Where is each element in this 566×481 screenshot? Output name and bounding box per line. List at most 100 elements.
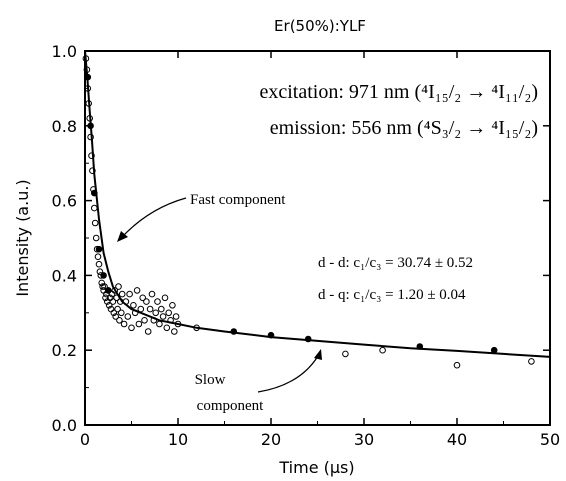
y-tick-label: 0.2 — [52, 341, 77, 360]
data-point-open — [105, 302, 113, 309]
data-point-open — [101, 283, 108, 290]
y-axis-ticks: 0.0 0.2 0.4 0.6 0.8 1.0 — [52, 42, 550, 435]
data-point-open — [112, 313, 119, 320]
data-point-filled — [267, 331, 275, 339]
data-point-filled — [95, 245, 103, 253]
data-point-open — [109, 298, 117, 305]
data-point-open — [141, 317, 148, 324]
data-point-filled — [91, 189, 98, 197]
y-tick-label: 0.4 — [52, 266, 77, 285]
data-point-open — [120, 320, 128, 328]
x-tick-label: 20 — [261, 430, 281, 449]
data-point-open — [115, 283, 122, 290]
data-point-open — [116, 317, 123, 324]
fast-component-arrow — [122, 197, 187, 237]
data-point-open — [110, 309, 118, 317]
data-point-filled — [304, 335, 312, 343]
data-point-open — [128, 324, 135, 332]
fast-component-arrowhead — [117, 231, 128, 242]
data-point-open — [130, 302, 137, 309]
excitation-annotation: excitation: 971 nm (⁴I₁₅/₂ → ⁴I₁₁/₂) — [259, 81, 538, 103]
data-point-open — [95, 260, 103, 268]
data-point-open — [172, 313, 180, 320]
data-point-open — [139, 294, 146, 302]
data-point-open — [342, 350, 349, 358]
filled-circle-points — [84, 73, 498, 354]
data-point-open — [154, 298, 161, 305]
fit-curve-layer — [84, 50, 551, 358]
data-point-open — [91, 219, 99, 227]
data-point-open — [453, 361, 461, 369]
y-tick-label: 0.0 — [52, 416, 77, 435]
data-point-filled — [490, 346, 498, 354]
data-point-open — [143, 298, 150, 305]
data-point-filled — [230, 328, 238, 335]
data-point-open — [131, 309, 139, 317]
data-point-open — [165, 309, 172, 317]
x-tick-label: 10 — [168, 430, 188, 449]
data-point-open — [83, 66, 91, 73]
data-point-open — [150, 317, 158, 324]
data-point-open — [96, 268, 104, 276]
data-point-open — [82, 55, 90, 62]
y-tick-label: 0.8 — [52, 117, 77, 136]
fast-component-label: Fast component — [190, 192, 286, 208]
data-point-open — [111, 287, 119, 294]
data-point-open — [146, 305, 154, 313]
data-point-open — [135, 320, 143, 328]
data-point-open — [158, 305, 165, 313]
fit-dq-label: d - q: c₁/c₃ = 1.20 ± 0.04 — [318, 287, 466, 303]
data-point-open — [163, 324, 171, 332]
data-point-open — [379, 346, 386, 354]
slow-component-label-line1: Slow — [195, 372, 226, 388]
emission-annotation: emission: 556 nm (⁴S₃/₂ → ⁴I₁₅/₂) — [270, 117, 538, 139]
data-point-open — [94, 253, 102, 261]
plot-frame — [84, 50, 551, 426]
x-tick-label: 40 — [447, 430, 467, 449]
x-axis-ticks: 0 10 20 30 40 50 — [80, 51, 560, 449]
data-point-open — [167, 317, 174, 324]
data-point-open — [126, 290, 133, 298]
y-axis-title: Intensity (a.u.) — [13, 179, 32, 296]
data-point-open — [169, 302, 176, 309]
data-point-open — [84, 85, 92, 92]
data-point-open — [89, 167, 96, 174]
data-point-open — [144, 328, 152, 335]
data-point-open — [193, 324, 200, 332]
data-point-open — [86, 115, 93, 122]
fit-curve — [84, 50, 551, 358]
y-tick-label: 1.0 — [52, 42, 77, 61]
data-point-open — [88, 152, 95, 159]
data-point-open — [152, 309, 159, 317]
data-point-open — [92, 234, 100, 242]
data-point-filled — [100, 272, 107, 279]
data-point-open — [174, 320, 182, 328]
data-point-open — [122, 298, 130, 305]
slow-component-arrowhead — [314, 349, 322, 360]
fit-dd-label: d - d: c₁/c₃ = 30.74 ± 0.52 — [318, 255, 473, 271]
data-point-filled — [87, 122, 94, 130]
data-point-open — [124, 313, 132, 320]
data-point-open — [159, 313, 167, 320]
data-point-open — [91, 204, 98, 212]
data-point-open — [137, 305, 145, 313]
data-point-open — [528, 358, 535, 365]
data-point-open — [118, 290, 126, 298]
data-point-open — [171, 328, 178, 335]
open-circle-points — [82, 55, 535, 369]
data-point-open — [85, 100, 92, 107]
data-point-open — [87, 133, 94, 141]
data-point-filled — [105, 287, 112, 294]
chart-title: Er(50%):YLF — [274, 17, 366, 35]
slow-component-arrow — [257, 355, 319, 393]
data-point-filled — [84, 73, 92, 81]
data-point-open — [113, 294, 120, 302]
data-point-open — [102, 294, 109, 302]
data-point-open — [148, 290, 156, 298]
x-tick-label: 30 — [354, 430, 374, 449]
data-point-open — [99, 283, 106, 290]
slow-component-label-line2: component — [197, 398, 264, 414]
data-point-open — [118, 309, 125, 317]
data-point-open — [133, 287, 141, 294]
x-axis-title: Time (μs) — [278, 458, 354, 477]
